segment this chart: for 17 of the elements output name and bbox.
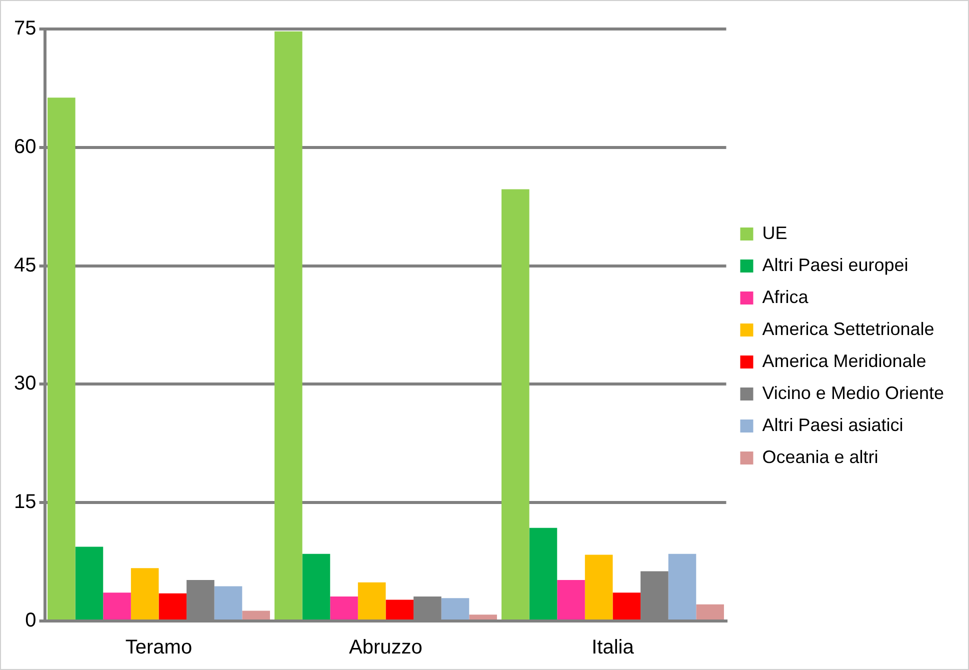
y-tick-label: 0: [25, 610, 36, 632]
y-tick-label: 30: [14, 372, 36, 395]
x-tick-label: Abruzzo: [349, 636, 422, 659]
legend-label: Africa: [762, 286, 810, 307]
legend-label: Vicino e Medio Oriente: [762, 382, 944, 403]
y-tick-label: 15: [14, 491, 36, 514]
legend-label: UE: [762, 222, 788, 243]
legend-label: Altri Paesi asiatici: [762, 414, 904, 435]
y-tick-label: 75: [14, 18, 36, 40]
legend-label: Oceania e altri: [762, 446, 878, 467]
legend-label: America Settetrionale: [762, 318, 934, 339]
legend-label: America Meridionale: [762, 350, 926, 371]
legend-label: Altri Paesi europei: [762, 254, 908, 275]
y-tick-label: 60: [14, 136, 36, 158]
x-tick-label: Teramo: [125, 636, 192, 659]
y-tick-label: 45: [14, 254, 36, 276]
x-tick-label: Italia: [592, 636, 635, 659]
